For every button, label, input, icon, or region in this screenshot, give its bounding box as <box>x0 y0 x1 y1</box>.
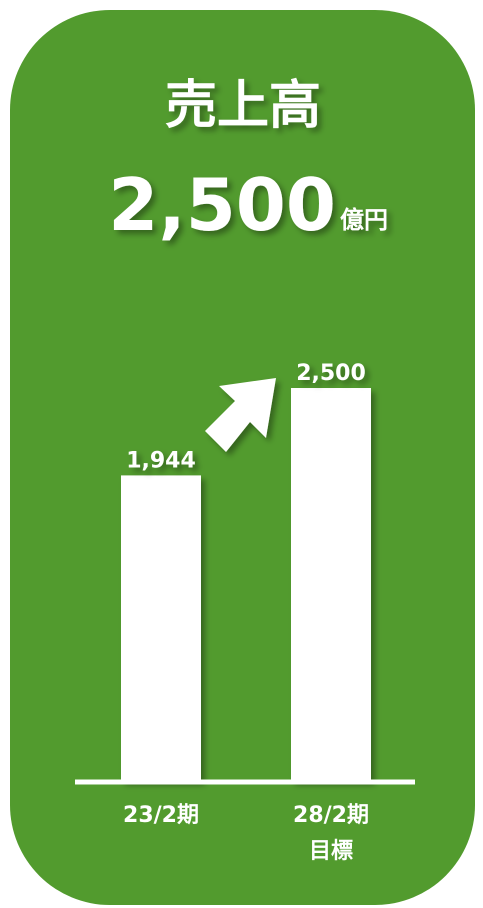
bar <box>291 388 371 781</box>
bar <box>121 475 201 781</box>
x-tick-label: 28/2期 目標 <box>293 803 369 864</box>
growth-arrow <box>205 378 276 452</box>
headline-value: 2,500 <box>108 163 336 247</box>
value-label: 2,500 <box>296 361 366 386</box>
x-tick-label: 23/2期 <box>123 803 199 828</box>
chart-title: 売上高 <box>165 76 321 136</box>
value-label: 1,944 <box>126 448 196 473</box>
panel <box>10 10 475 905</box>
headline-unit: 億円 <box>340 206 388 234</box>
